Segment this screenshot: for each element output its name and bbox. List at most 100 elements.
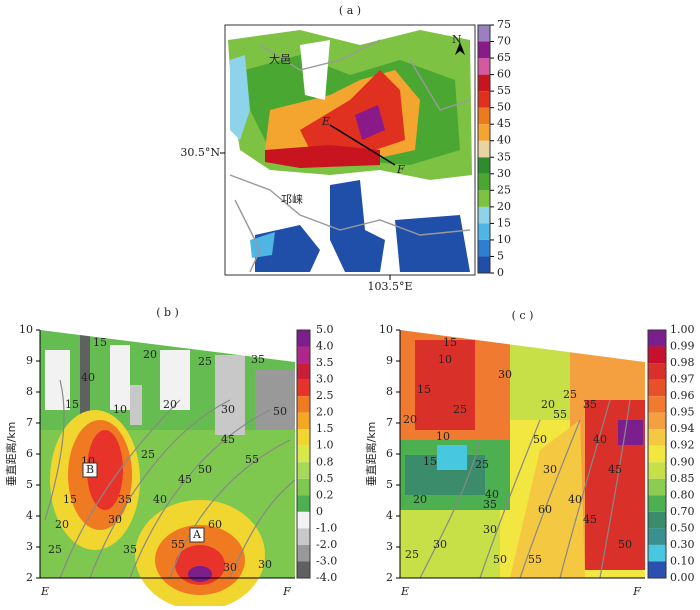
colorbar-label: 0.94 xyxy=(670,422,695,435)
colorbar-band xyxy=(478,239,490,257)
contour-label: 30 xyxy=(483,523,497,536)
colorbar-label: 0.99 xyxy=(670,340,695,353)
colorbar-label: 45 xyxy=(497,117,511,130)
colorbar-band xyxy=(648,462,666,479)
colorbar-band xyxy=(297,462,310,479)
y-tick-label: 10 xyxy=(379,323,393,336)
colorbar-band xyxy=(297,561,310,578)
contour-label: 50 xyxy=(273,405,287,418)
contour-label: 45 xyxy=(221,433,235,446)
colorbar-label: 0.70 xyxy=(670,505,695,518)
contour-label: 15 xyxy=(417,383,431,396)
contour-label: 40 xyxy=(81,371,95,384)
contour-label: 40 xyxy=(568,493,582,506)
colorbar-label: 65 xyxy=(497,51,511,64)
colorbar-label: 0 xyxy=(316,505,323,518)
colorbar-band xyxy=(297,544,310,562)
contour-label: 15 xyxy=(63,493,77,506)
colorbar-band xyxy=(297,379,310,397)
colorbar-frame xyxy=(477,24,491,274)
colorbar-band xyxy=(297,528,310,545)
contour-label: 35 xyxy=(583,398,597,411)
y-tick-label: 3 xyxy=(386,540,393,553)
panel-c-field xyxy=(400,328,645,579)
colorbar-frame xyxy=(647,329,667,579)
colorbar-band xyxy=(648,412,666,430)
colorbar-label: 40 xyxy=(497,134,511,147)
contour-label: 10 xyxy=(438,353,452,366)
colorbar-label: 1.0 xyxy=(316,439,334,452)
x-end-label: F xyxy=(282,585,291,598)
colorbar-label: -4.0 xyxy=(316,571,337,584)
colorbar-band xyxy=(478,91,490,108)
contour-label: 20 xyxy=(541,398,555,411)
y-tick-label: 6 xyxy=(26,447,33,460)
colorbar-band xyxy=(297,412,310,430)
contour-label: 10 xyxy=(436,430,450,443)
colorbar-band xyxy=(648,561,666,578)
colorbar-label: 0.5 xyxy=(316,472,334,485)
colorbar-label: 10 xyxy=(497,233,511,246)
contour-label: 35 xyxy=(118,493,132,506)
y-tick-label: 4 xyxy=(26,509,33,522)
panel-b-field xyxy=(40,328,296,610)
colorbar-label: 5 xyxy=(497,249,504,262)
contour-label: 30 xyxy=(108,513,122,526)
contour-label: 25 xyxy=(48,543,62,556)
colorbar-band xyxy=(648,528,666,545)
colorbar-band xyxy=(648,330,666,347)
contour-label: 20 xyxy=(143,348,157,361)
y-tick-label: 8 xyxy=(26,385,33,398)
colorbar-label: 0.50 xyxy=(670,521,695,534)
colorbar-band xyxy=(478,74,490,92)
place-label: 大邑 xyxy=(269,52,291,66)
colorbar-band xyxy=(478,223,490,240)
colorbar-band xyxy=(297,363,310,380)
colorbar-label: 50 xyxy=(497,101,511,114)
colorbar-band xyxy=(297,495,310,512)
contour-label: 30 xyxy=(433,538,447,551)
x-end-label: F xyxy=(632,585,641,598)
colorbar-label: 5.0 xyxy=(316,323,334,336)
colorbar-band xyxy=(297,445,310,463)
contour-label: 35 xyxy=(123,543,137,556)
colorbar-label: 55 xyxy=(497,84,511,97)
colorbar-label: -3.0 xyxy=(316,554,337,567)
annotation-box xyxy=(189,527,205,543)
contour-label: 20 xyxy=(413,493,427,506)
colorbar-band xyxy=(648,495,666,512)
colorbar-label: 75 xyxy=(497,18,511,31)
colorbar-band xyxy=(648,379,666,397)
colorbar-label: 1.5 xyxy=(316,422,334,435)
colorbar-label: 0.8 xyxy=(316,455,334,468)
colorbar-label: 0.00 xyxy=(670,571,695,584)
colorbar-band xyxy=(648,429,666,446)
contour-label: 45 xyxy=(583,513,597,526)
contour-label: 10 xyxy=(113,403,127,416)
colorbar-band xyxy=(478,41,490,59)
lon-label: 103.5°E xyxy=(367,280,412,293)
colorbar-label: 30 xyxy=(497,167,511,180)
contour-label: 50 xyxy=(198,463,212,476)
y-tick-label: 9 xyxy=(26,354,33,367)
colorbar-label: 0.30 xyxy=(670,538,695,551)
contour-label: 35 xyxy=(251,353,265,366)
colorbar-band xyxy=(297,330,310,347)
contour-label: 25 xyxy=(453,403,467,416)
colorbar-band xyxy=(478,157,490,174)
contour-label: 25 xyxy=(563,388,577,401)
contour-label: 30 xyxy=(258,558,272,571)
colorbar-band xyxy=(648,396,666,413)
colorbar-band xyxy=(648,511,666,529)
contour-label: 25 xyxy=(141,448,155,461)
colorbar-band xyxy=(648,544,666,562)
y-tick-label: 5 xyxy=(26,478,33,491)
contour-label: 40 xyxy=(593,433,607,446)
colorbar-band xyxy=(297,346,310,364)
contour-label: 50 xyxy=(533,433,547,446)
y-tick-label: 2 xyxy=(26,571,33,584)
contour-label: 25 xyxy=(405,548,419,561)
annotation: B xyxy=(86,463,94,476)
contour-label: 30 xyxy=(223,561,237,574)
colorbar-band xyxy=(297,396,310,413)
